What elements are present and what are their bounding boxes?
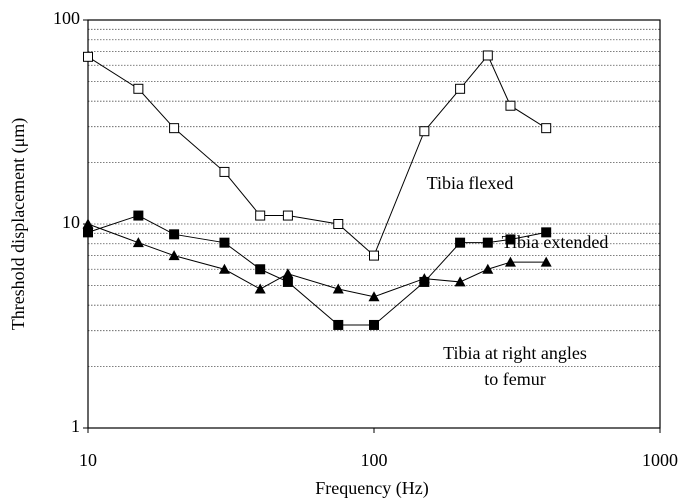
marker — [82, 218, 94, 229]
marker — [482, 237, 493, 248]
marker — [255, 264, 266, 275]
marker — [83, 51, 93, 62]
x-tick-label: 1000 — [642, 450, 678, 470]
marker — [419, 126, 430, 137]
x-tick-label: 10 — [79, 450, 97, 470]
y-tick-label: 1 — [71, 416, 80, 436]
marker — [255, 210, 266, 221]
y-tick-label: 10 — [62, 212, 80, 232]
marker — [333, 219, 344, 229]
y-tick-label: 100 — [53, 8, 80, 28]
marker — [282, 276, 293, 287]
marker — [482, 50, 493, 61]
marker — [418, 273, 430, 284]
marker — [169, 229, 180, 240]
marker — [282, 210, 293, 221]
series-label: Tibia at right angles to femur — [443, 343, 587, 389]
marker — [504, 256, 516, 267]
x-axis-label: Frequency (Hz) — [315, 478, 428, 499]
marker — [218, 263, 230, 274]
marker — [482, 263, 494, 274]
marker — [332, 283, 344, 294]
marker — [369, 319, 379, 330]
marker — [282, 268, 294, 279]
marker — [369, 250, 379, 261]
marker — [219, 166, 230, 177]
marker — [83, 227, 93, 238]
marker — [133, 210, 144, 221]
marker — [541, 227, 552, 238]
x-tick-label: 100 — [361, 450, 388, 470]
marker — [454, 276, 466, 287]
marker — [455, 237, 466, 248]
y-axis-label: Threshold displacement (μm) — [8, 118, 29, 331]
marker — [368, 291, 380, 302]
marker — [169, 123, 180, 134]
series-label: Tibia flexed — [426, 173, 514, 193]
marker — [333, 319, 344, 330]
marker — [254, 283, 266, 294]
marker — [541, 123, 552, 134]
marker — [168, 250, 180, 261]
marker — [455, 83, 466, 94]
marker — [219, 237, 230, 248]
marker — [505, 100, 516, 111]
marker — [540, 256, 552, 267]
marker — [132, 237, 144, 248]
marker — [505, 234, 516, 245]
series-label: Tibia extended — [501, 232, 609, 252]
marker — [133, 83, 144, 94]
